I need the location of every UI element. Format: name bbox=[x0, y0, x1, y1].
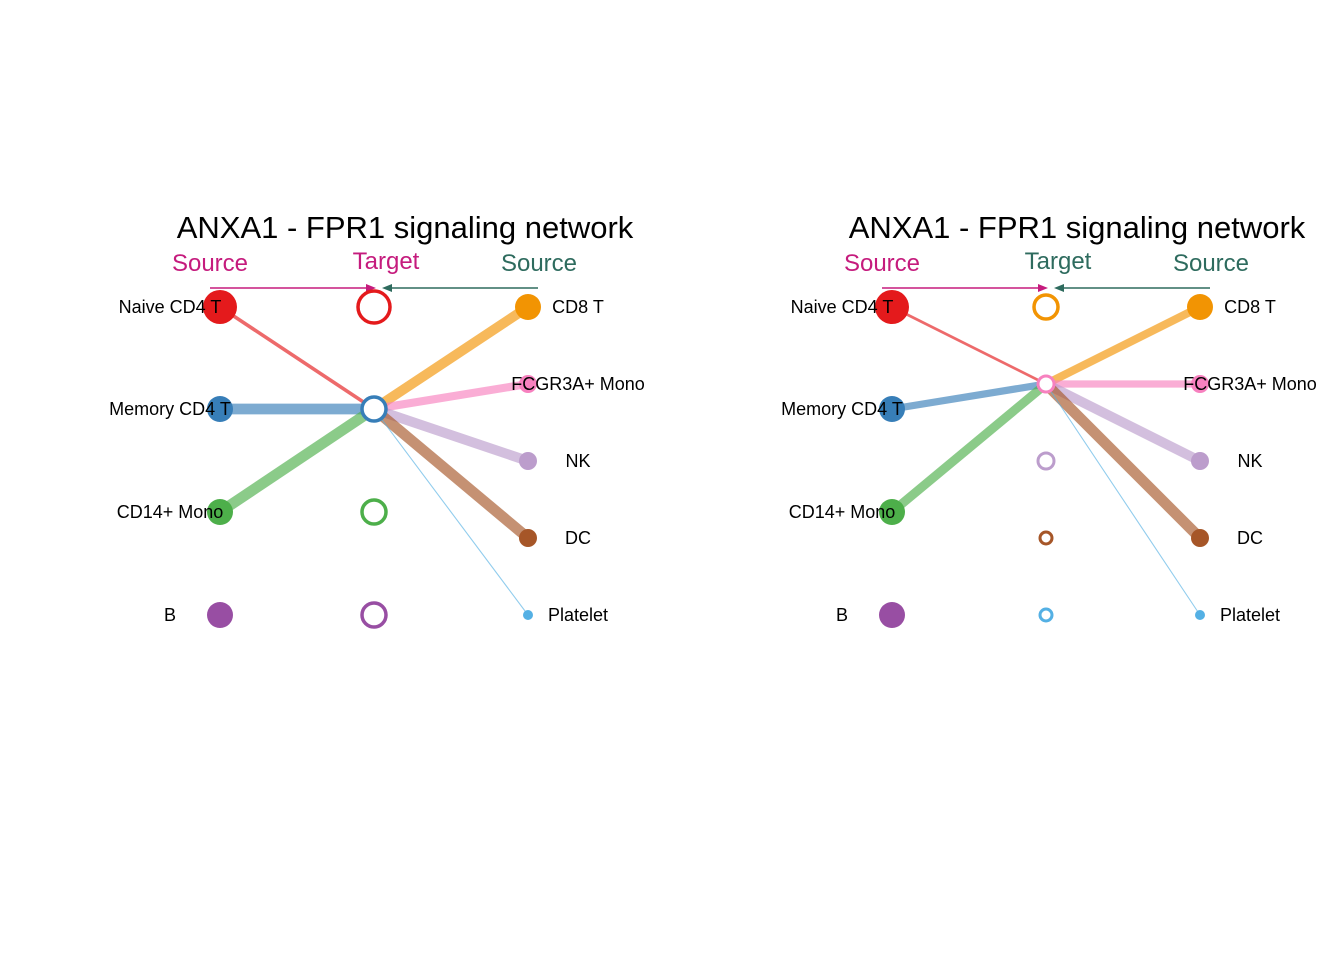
source-label-cd8-t: CD8 T bbox=[552, 297, 604, 317]
target-node-cd8-t bbox=[1032, 293, 1060, 321]
source-label-memory-cd4-t: Memory CD4 T bbox=[109, 399, 231, 419]
source-node-b bbox=[207, 602, 233, 628]
edge-cd14-mono-to-memory-cd4-t bbox=[216, 404, 378, 517]
source-label-b: B bbox=[836, 605, 848, 625]
panel-right: ANXA1 - FPR1 signaling network Source Ta… bbox=[781, 210, 1317, 628]
source-node-memory-cd4-t bbox=[207, 396, 233, 422]
header-arrows bbox=[882, 284, 1210, 292]
source-node-naive-cd4-t bbox=[203, 290, 237, 324]
source-right-header: Source bbox=[501, 250, 577, 277]
source-node-naive-cd4-t bbox=[875, 290, 909, 324]
source-left-header: Source bbox=[172, 250, 248, 277]
edge-fcgr3a-mono-to-memory-cd4-t bbox=[373, 380, 529, 413]
source-node-cd8-t bbox=[515, 294, 541, 320]
source-label-cd8-t: CD8 T bbox=[1224, 297, 1276, 317]
source-label-dc: DC bbox=[1237, 528, 1263, 548]
source-label-naive-cd4-t: Naive CD4 T bbox=[791, 297, 894, 317]
target-node-platelet bbox=[1038, 607, 1054, 623]
edge-cd14-mono-to-fcgr3a-mono bbox=[889, 380, 1049, 516]
edge-dc-to-memory-cd4-t bbox=[370, 404, 532, 543]
source-node-cd14-mono bbox=[879, 499, 905, 525]
source-node-fcgr3a-mono bbox=[1191, 375, 1209, 393]
edge-naive-cd4-t-to-fcgr3a-mono bbox=[891, 305, 1047, 386]
target-node-naive-cd4-t bbox=[356, 289, 392, 325]
edges bbox=[216, 302, 532, 616]
edge-platelet-to-memory-cd4-t bbox=[373, 408, 529, 616]
source-node-platelet bbox=[523, 610, 533, 620]
source-node-b bbox=[879, 602, 905, 628]
source-left-header: Source bbox=[844, 250, 920, 277]
source-label-memory-cd4-t: Memory CD4 T bbox=[781, 399, 903, 419]
edge-dc-to-fcgr3a-mono bbox=[1042, 380, 1204, 542]
target-header: Target bbox=[1025, 248, 1092, 275]
source-node-memory-cd4-t bbox=[879, 396, 905, 422]
source-label-cd14-mono: CD14+ Mono bbox=[117, 502, 224, 522]
source-node-dc bbox=[1191, 529, 1209, 547]
source-label-cd14-mono: CD14+ Mono bbox=[789, 502, 896, 522]
source-left-arrowhead bbox=[1038, 284, 1048, 292]
source-node-cd8-t bbox=[1187, 294, 1213, 320]
edge-nk-to-fcgr3a-mono bbox=[1043, 379, 1203, 466]
source-label-platelet: Platelet bbox=[1220, 605, 1280, 625]
source-label-nk: NK bbox=[1237, 451, 1262, 471]
edge-naive-cd4-t-to-memory-cd4-t bbox=[219, 305, 375, 411]
source-label-naive-cd4-t: Naive CD4 T bbox=[119, 297, 222, 317]
source-node-nk bbox=[1191, 452, 1209, 470]
source-node-fcgr3a-mono bbox=[519, 375, 537, 393]
source-label-dc: DC bbox=[565, 528, 591, 548]
edge-memory-cd4-t-to-fcgr3a-mono bbox=[891, 380, 1047, 413]
edge-cd8-t-to-fcgr3a-mono bbox=[1044, 303, 1202, 388]
source-label-fcgr3a-mono: FCGR3A+ Mono bbox=[1183, 374, 1317, 394]
target-node-b bbox=[360, 601, 388, 629]
target-header: Target bbox=[353, 248, 420, 275]
target-node-dc bbox=[1038, 530, 1054, 546]
source-left-arrowhead bbox=[366, 284, 376, 292]
target-node-memory-cd4-t bbox=[360, 395, 388, 423]
panel-title: ANXA1 - FPR1 signaling network bbox=[849, 210, 1306, 245]
edges bbox=[889, 303, 1204, 616]
source-node-nk bbox=[519, 452, 537, 470]
edge-nk-to-memory-cd4-t bbox=[372, 404, 530, 466]
source-right-header: Source bbox=[1173, 250, 1249, 277]
source-label-b: B bbox=[164, 605, 176, 625]
source-label-fcgr3a-mono: FCGR3A+ Mono bbox=[511, 374, 645, 394]
edge-platelet-to-fcgr3a-mono bbox=[1045, 383, 1201, 616]
header-arrows bbox=[210, 284, 538, 292]
source-node-dc bbox=[519, 529, 537, 547]
edge-cd8-t-to-memory-cd4-t bbox=[371, 302, 531, 414]
source-label-platelet: Platelet bbox=[548, 605, 608, 625]
source-right-arrowhead bbox=[1054, 284, 1064, 292]
source-node-cd14-mono bbox=[207, 499, 233, 525]
source-right-arrowhead bbox=[382, 284, 392, 292]
target-node-fcgr3a-mono bbox=[1036, 374, 1056, 394]
panel-left: ANXA1 - FPR1 signaling network Source Ta… bbox=[109, 210, 645, 629]
target-node-nk bbox=[1036, 451, 1056, 471]
target-node-cd14-mono bbox=[360, 498, 388, 526]
source-node-platelet bbox=[1195, 610, 1205, 620]
panel-title: ANXA1 - FPR1 signaling network bbox=[177, 210, 634, 245]
source-label-nk: NK bbox=[565, 451, 590, 471]
